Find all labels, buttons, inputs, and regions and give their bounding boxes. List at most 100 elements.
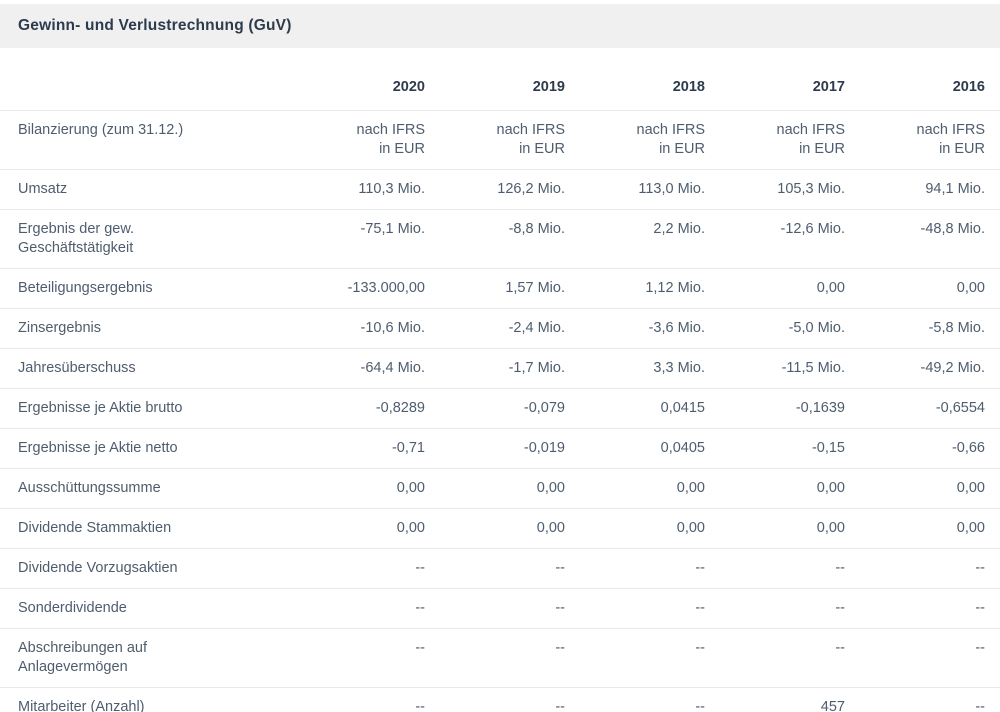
cell-value: -- <box>555 640 565 656</box>
cell-value: 110,3 Mio. <box>358 181 425 197</box>
cell-value: -10,6 Mio. <box>360 320 425 336</box>
cell-value: -- <box>975 699 985 712</box>
table-body: Bilanzierung (zum 31.12.) nach IFRS in E… <box>0 111 1000 712</box>
cell-value: -- <box>415 699 425 712</box>
cell-value: -- <box>555 560 565 576</box>
cell-value: 0,00 <box>676 480 705 496</box>
row-label: Dividende Stammaktien <box>18 520 172 536</box>
year-header-2020: 2020 <box>300 60 440 111</box>
cell-value: -2,4 Mio. <box>508 320 565 336</box>
cell-value: -0,66 <box>951 440 985 456</box>
table-row: Sonderdividende -- -- -- -- -- <box>0 589 1000 629</box>
panel-header: Gewinn- und Verlustrechnung (GuV) <box>0 4 1000 48</box>
cell-value: 105,3 Mio. <box>777 181 845 197</box>
cell-value: -- <box>695 640 705 656</box>
cell-value: -- <box>835 640 845 656</box>
cell-value: -49,2 Mio. <box>920 360 985 376</box>
cell-value: 0,00 <box>536 480 565 496</box>
cell-value: 0,0405 <box>660 440 705 456</box>
cell-value: -- <box>415 600 425 616</box>
cell-value: -133.000,00 <box>347 280 425 296</box>
row-label: Umsatz <box>18 181 68 197</box>
row-label: Mitarbeiter (Anzahl) <box>18 699 145 712</box>
table-row: Bilanzierung (zum 31.12.) nach IFRS in E… <box>0 111 1000 170</box>
year-header-2019: 2019 <box>440 60 580 111</box>
table-row: Ergebnisse je Aktie netto -0,71 -0,019 0… <box>0 429 1000 469</box>
year-header-2017: 2017 <box>720 60 860 111</box>
cell-value: 0,00 <box>396 520 425 536</box>
row-label: Abschreibungen auf Anlagevermögen <box>18 640 147 675</box>
cell-value: -48,8 Mio. <box>920 221 985 237</box>
table-row: Dividende Vorzugsaktien -- -- -- -- -- <box>0 549 1000 589</box>
cell-value: -- <box>555 600 565 616</box>
cell-value: -- <box>415 640 425 656</box>
cell-value: -0,019 <box>523 440 565 456</box>
cell-value: -- <box>415 560 425 576</box>
cell-value: -- <box>835 560 845 576</box>
row-label: Ergebnisse je Aktie netto <box>18 440 178 456</box>
cell-value: 1,57 Mio. <box>505 280 565 296</box>
cell-value: 1,12 Mio. <box>645 280 705 296</box>
cell-value: -- <box>695 600 705 616</box>
cell-value: -0,6554 <box>935 400 985 416</box>
cell-value: 457 <box>820 699 845 712</box>
cell-value: 0,0415 <box>660 400 705 416</box>
table-row: Ergebnis der gew. Geschäftstätigkeit -75… <box>0 210 1000 269</box>
cell-value: nach IFRS in EUR <box>636 122 706 157</box>
cell-value: 0,00 <box>676 520 705 536</box>
cell-value: nach IFRS in EUR <box>776 122 846 157</box>
year-header-2016: 2016 <box>860 60 1000 111</box>
cell-value: -75,1 Mio. <box>360 221 425 237</box>
cell-value: -0,1639 <box>795 400 845 416</box>
cell-value: -11,5 Mio. <box>781 360 845 376</box>
cell-value: 0,00 <box>396 480 425 496</box>
row-label: Zinsergebnis <box>18 320 102 336</box>
cell-value: 0,00 <box>956 520 985 536</box>
cell-value: -64,4 Mio. <box>360 360 425 376</box>
year-header-row: 2020 2019 2018 2017 2016 <box>0 60 1000 111</box>
cell-value: -- <box>975 560 985 576</box>
cell-value: -5,0 Mio. <box>788 320 845 336</box>
year-header-2018: 2018 <box>580 60 720 111</box>
cell-value: 0,00 <box>536 520 565 536</box>
table-row: Jahresüberschuss -64,4 Mio. -1,7 Mio. 3,… <box>0 349 1000 389</box>
label-column-header <box>0 60 300 111</box>
cell-value: -0,15 <box>811 440 845 456</box>
row-label: Dividende Vorzugsaktien <box>18 560 178 576</box>
cell-value: -5,8 Mio. <box>928 320 985 336</box>
cell-value: 0,00 <box>956 480 985 496</box>
row-label: Ergebnisse je Aktie brutto <box>18 400 183 416</box>
cell-value: 126,2 Mio. <box>497 181 565 197</box>
table-row: Zinsergebnis -10,6 Mio. -2,4 Mio. -3,6 M… <box>0 309 1000 349</box>
row-label: Ausschüttungssumme <box>18 480 161 496</box>
cell-value: -- <box>695 560 705 576</box>
cell-value: -- <box>695 699 705 712</box>
row-label: Sonderdividende <box>18 600 127 616</box>
guv-table: 2020 2019 2018 2017 2016 Bilanzierung (z… <box>0 60 1000 712</box>
table-row: Beteiligungsergebnis -133.000,00 1,57 Mi… <box>0 269 1000 309</box>
cell-value: -12,6 Mio. <box>780 221 845 237</box>
cell-value: 0,00 <box>956 280 985 296</box>
row-label: Bilanzierung (zum 31.12.) <box>18 122 184 138</box>
cell-value: 94,1 Mio. <box>925 181 985 197</box>
cell-value: -- <box>975 600 985 616</box>
cell-value: 113,0 Mio. <box>638 181 705 197</box>
cell-value: 0,00 <box>816 480 845 496</box>
cell-value: 3,3 Mio. <box>653 360 705 376</box>
cell-value: -1,7 Mio. <box>508 360 565 376</box>
cell-value: 0,00 <box>816 280 845 296</box>
cell-value: 2,2 Mio. <box>653 221 705 237</box>
cell-value: -3,6 Mio. <box>648 320 705 336</box>
cell-value: 0,00 <box>816 520 845 536</box>
cell-value: -0,71 <box>391 440 425 456</box>
table-row: Abschreibungen auf Anlagevermögen -- -- … <box>0 629 1000 688</box>
cell-value: -- <box>975 640 985 656</box>
page-title: Gewinn- und Verlustrechnung (GuV) <box>18 17 292 34</box>
cell-value: nach IFRS in EUR <box>916 122 986 157</box>
cell-value: nach IFRS in EUR <box>496 122 566 157</box>
table-row: Umsatz 110,3 Mio. 126,2 Mio. 113,0 Mio. … <box>0 170 1000 210</box>
cell-value: -8,8 Mio. <box>508 221 565 237</box>
cell-value: -- <box>835 600 845 616</box>
row-label: Jahresüberschuss <box>18 360 136 376</box>
